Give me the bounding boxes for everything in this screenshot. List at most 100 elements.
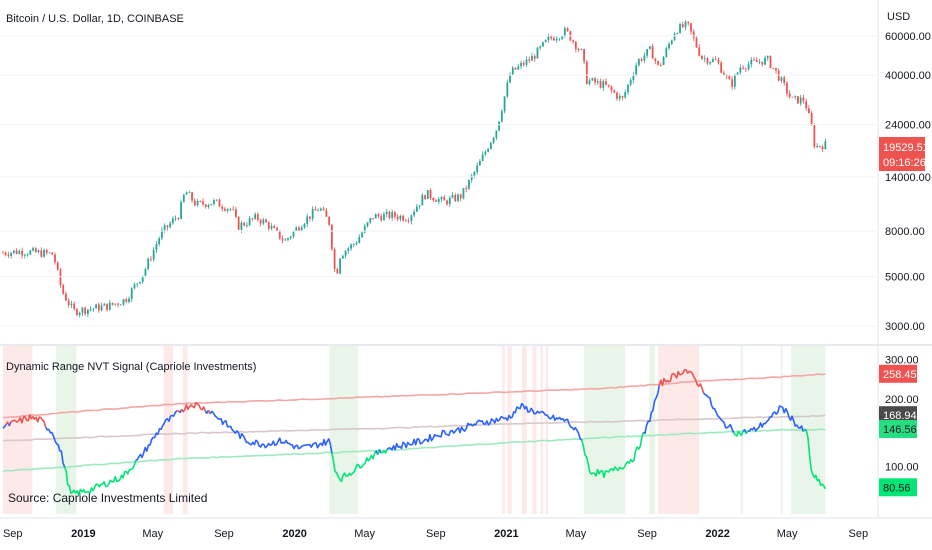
price-candle-body — [610, 86, 613, 91]
nvt-segment — [747, 405, 804, 432]
price-candle-body — [487, 149, 490, 152]
price-candle-body — [786, 82, 788, 94]
indicator-tick-label: 300.00 — [885, 354, 919, 366]
price-candle-body — [717, 59, 720, 63]
price-candle-body — [320, 208, 322, 211]
price-candle-body — [295, 227, 298, 232]
price-candle-body — [155, 244, 158, 250]
indicator-tick-label: 200.00 — [885, 394, 919, 406]
nvt-segment — [804, 428, 807, 432]
price-candle-body — [235, 209, 237, 217]
price-candle-body — [468, 180, 470, 189]
price-candle-body — [539, 46, 542, 48]
price-candle-body — [448, 197, 451, 205]
price-candle-body — [500, 111, 503, 122]
time-tick-label: May — [354, 528, 375, 540]
price-tick-label: 40000.00 — [885, 70, 931, 82]
price-candle-body — [668, 43, 670, 49]
shaded-zone-red — [532, 346, 537, 514]
price-candle-body — [558, 38, 561, 40]
price-candle-body — [706, 58, 709, 64]
price-candle-body — [802, 97, 805, 102]
price-candle-body — [287, 238, 289, 240]
price-candle-body — [166, 225, 169, 228]
price-candle-body — [237, 216, 240, 230]
price-candle-body — [553, 38, 555, 41]
price-candle-body — [605, 81, 607, 85]
shaded-zone-green — [649, 346, 656, 514]
nvt-segment — [180, 401, 207, 413]
indicator-pane[interactable]: Dynamic Range NVT Signal (Capriole Inves… — [2, 346, 827, 514]
shaded-zone-red — [502, 346, 505, 514]
nvt-segment — [745, 430, 749, 435]
price-candle-body — [404, 220, 407, 222]
price-candle-body — [81, 307, 84, 313]
indicator-tag-text: 80.56 — [883, 482, 911, 494]
price-candle-body — [160, 230, 163, 239]
indicator-tick-label: 100.00 — [885, 461, 919, 473]
price-candle-body — [648, 46, 651, 50]
price-candle-body — [473, 171, 476, 176]
price-candle-body — [594, 78, 596, 83]
source-note: Source: Capriole Investments Limited — [8, 491, 207, 505]
price-candle-body — [144, 269, 147, 276]
price-candle-body — [232, 208, 235, 210]
price-candle-body — [550, 36, 553, 39]
price-candle-body — [180, 201, 182, 219]
price-candle-body — [34, 248, 37, 253]
price-candle-body — [591, 78, 594, 81]
price-candle-body — [369, 218, 372, 223]
price-candle-body — [627, 84, 629, 93]
price-candle-body — [377, 214, 380, 217]
price-candle-body — [654, 58, 657, 61]
price-candle-body — [659, 64, 662, 66]
price-candle-body — [635, 65, 638, 75]
time-tick-label: 2021 — [494, 528, 518, 540]
time-tick-label: 2022 — [705, 528, 729, 540]
indicator-value-tags: 258.45 168.94 146.56 80.56 — [879, 364, 917, 497]
time-tick-label: Sep — [637, 528, 657, 540]
price-candle-body — [221, 206, 224, 209]
price-candle-body — [613, 90, 616, 93]
price-candle-body — [202, 201, 204, 205]
price-candle-body — [459, 194, 462, 199]
currency-label: USD — [887, 11, 910, 23]
nvt-segment — [204, 409, 210, 414]
price-candle-body — [92, 308, 95, 310]
nvt-segment — [380, 448, 388, 454]
price-tick-label: 24000.00 — [885, 120, 931, 132]
price-candle-body — [193, 200, 196, 206]
price-axis: 3000.00 5000.00 8000.00 14000.00 24000.00 400… — [0, 31, 931, 333]
price-candle-body — [62, 285, 65, 294]
price-candle-body — [435, 200, 437, 202]
time-tick-label: May — [565, 528, 586, 540]
price-candle-body — [240, 222, 243, 230]
price-candle-body — [764, 57, 766, 65]
last-price-value: 19529.51 — [883, 142, 929, 154]
price-candle-body — [821, 146, 824, 150]
price-candle-body — [374, 214, 377, 219]
price-candle-body — [750, 59, 753, 65]
price-candle-body — [542, 42, 544, 47]
price-candle-body — [136, 283, 139, 285]
price-candle-body — [780, 77, 783, 81]
price-candle-body — [794, 96, 797, 97]
price-candle-body — [665, 48, 668, 57]
price-candle-body — [177, 218, 180, 220]
time-axis[interactable]: Sep 2019 May Sep 2020 May Sep 2021 May Sep 2022 May… — [3, 528, 868, 540]
price-candle-body — [418, 205, 421, 207]
shaded-zone-red — [163, 346, 174, 514]
price-pane[interactable]: Bitcoin / U.S. Dollar, 1D, COINBASE — [1, 13, 827, 318]
price-candle-body — [51, 252, 54, 255]
time-tick-label: Sep — [3, 528, 23, 540]
price-candle-body — [492, 137, 495, 143]
price-candle-body — [111, 302, 114, 305]
nvt-segment — [378, 449, 382, 454]
price-candle-body — [278, 230, 281, 239]
price-candle-body — [684, 21, 687, 28]
shaded-zone-green — [740, 346, 744, 514]
price-candle-body — [314, 209, 317, 211]
price-candle-body — [583, 49, 585, 62]
